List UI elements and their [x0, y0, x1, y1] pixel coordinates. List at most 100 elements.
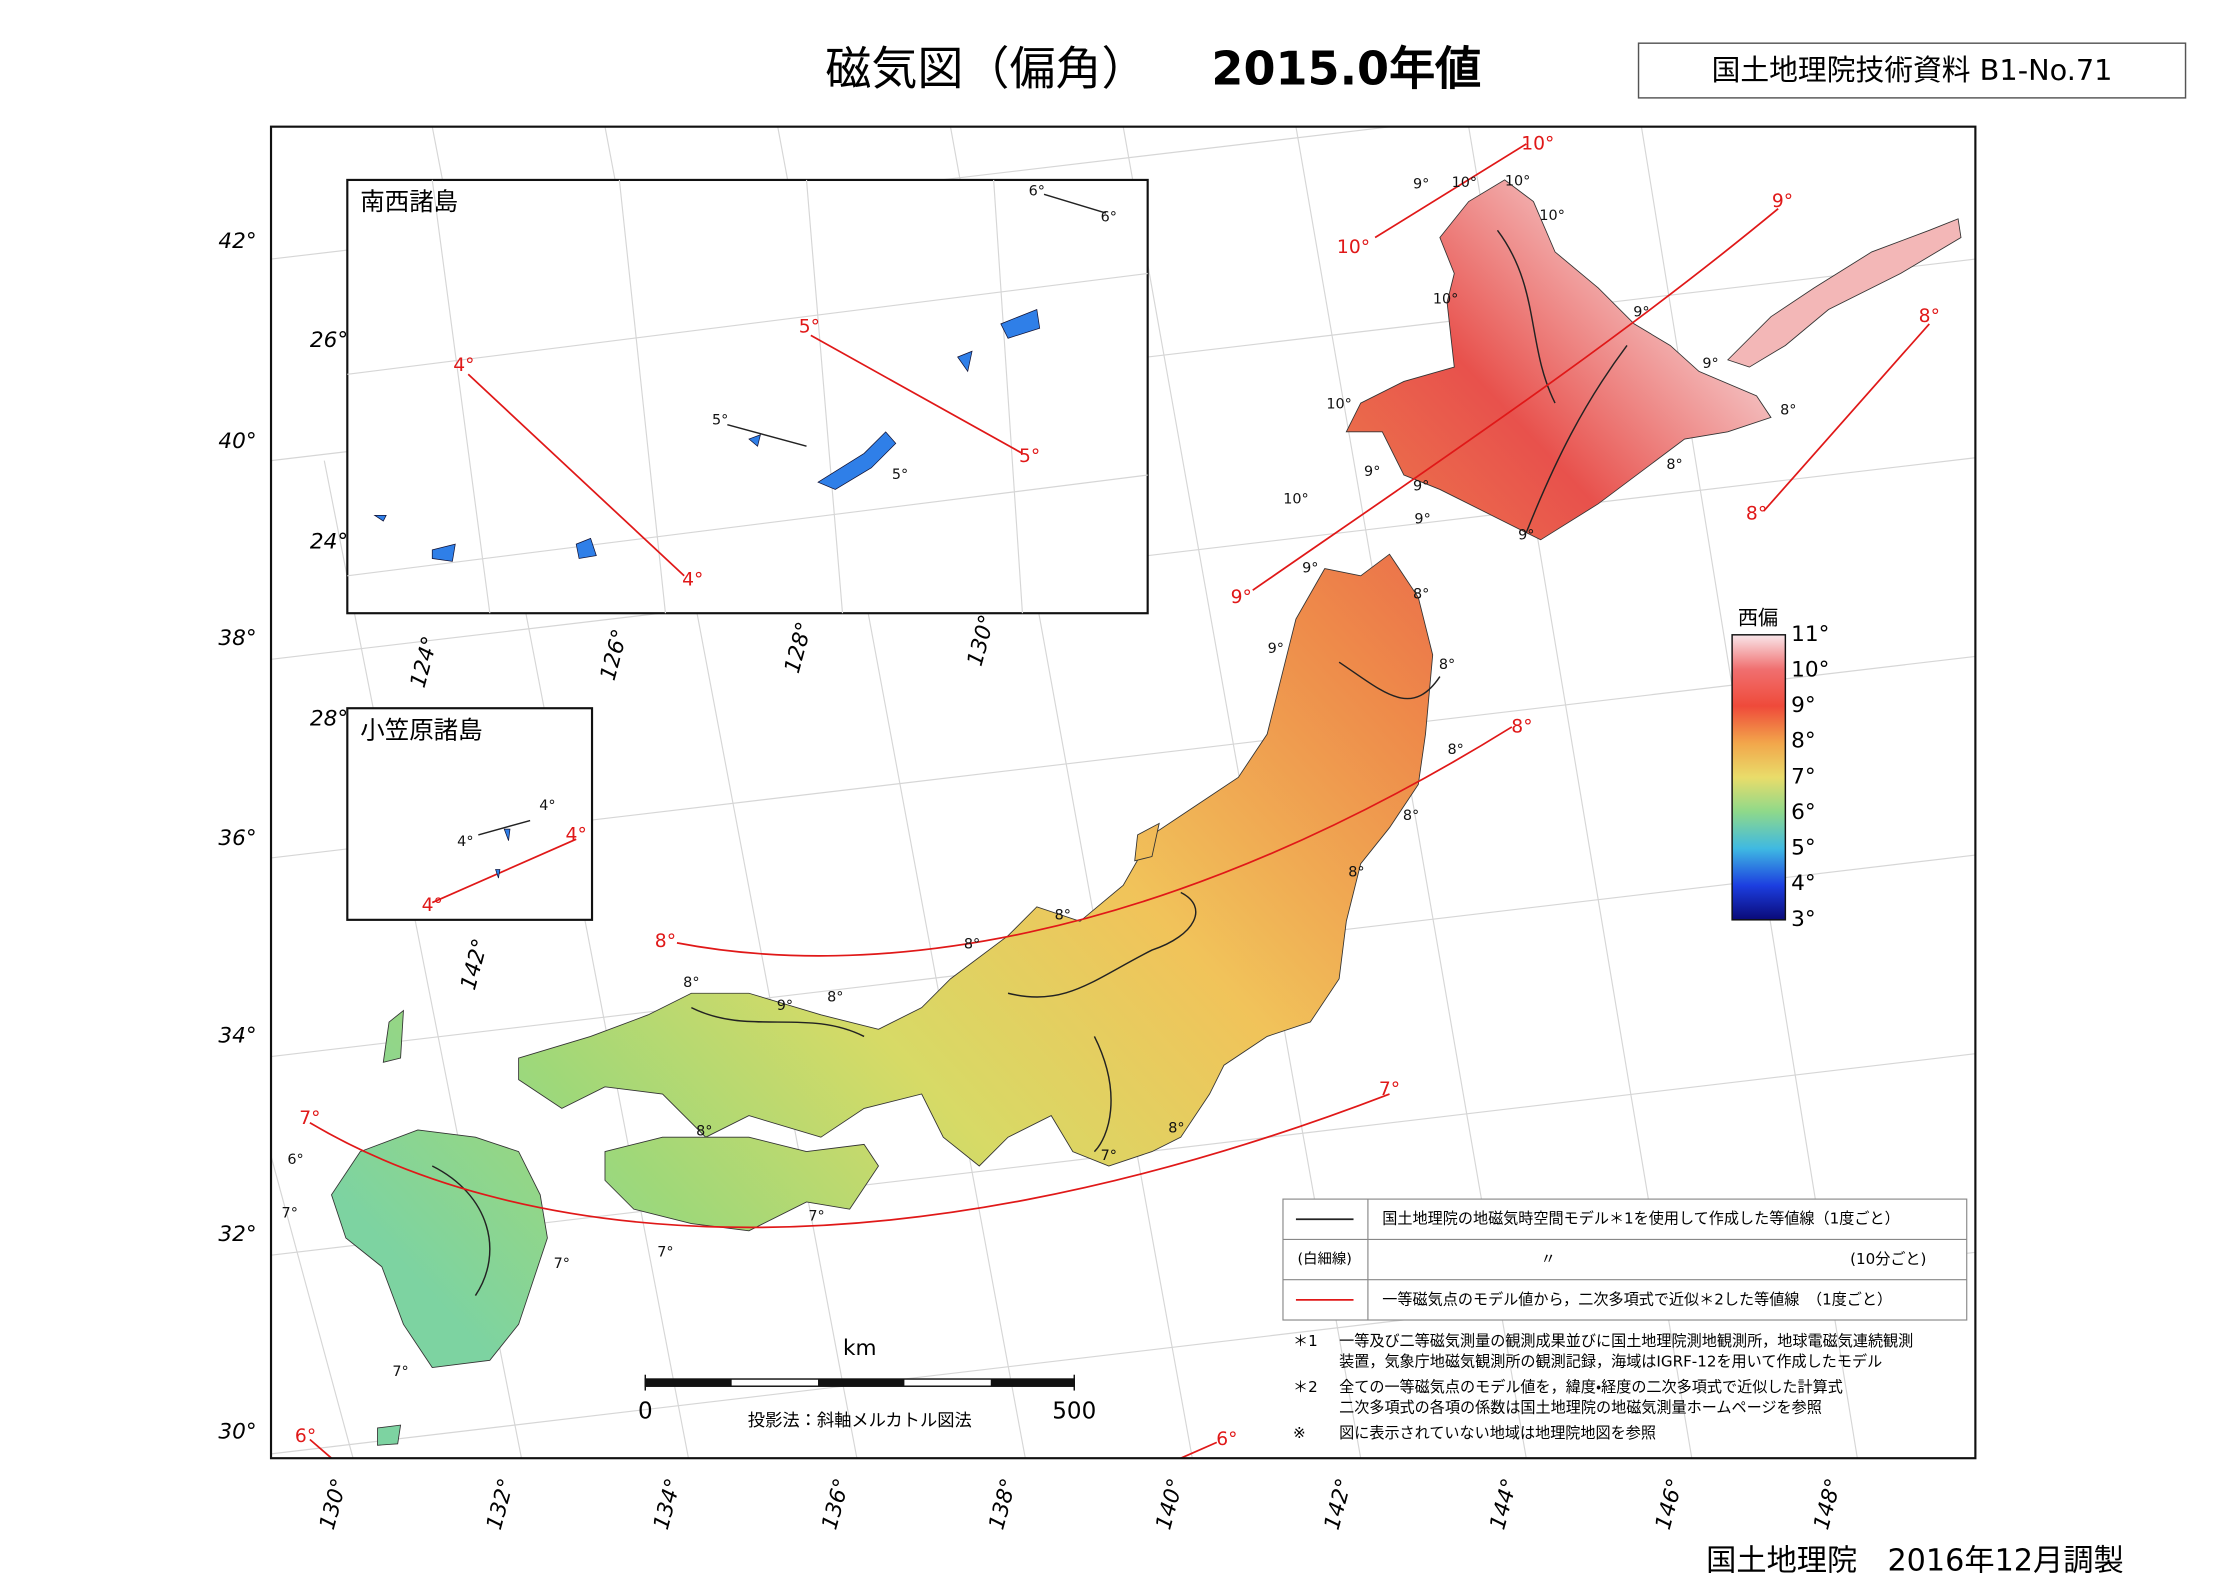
inset-ogasawara [346, 707, 594, 921]
lat-label: 30° [218, 1419, 256, 1444]
contour-label: 8° [1348, 864, 1364, 880]
scale-bar-fill [645, 1379, 1075, 1387]
contour-label: 7° [282, 1205, 298, 1221]
inset-frame [346, 178, 1149, 615]
inset-frame [346, 707, 594, 921]
contour-label: 10° [1539, 208, 1564, 224]
inset-nansei [346, 178, 1149, 615]
footnote-mark: ＊2 [1293, 1378, 1318, 1396]
black-contours [431, 229, 1628, 1296]
lon-label: 140° [1151, 1476, 1189, 1533]
contour-label: 5° [892, 467, 908, 483]
projection: 投影法：斜軸メルカトル図法 [748, 1411, 972, 1431]
contour-label: 9° [1518, 527, 1534, 543]
shikoku [604, 1136, 880, 1232]
sado [1134, 822, 1160, 862]
footnote-mark: ＊1 [1293, 1332, 1318, 1350]
inset-red-contour [431, 838, 577, 904]
contour-label: 5° [712, 412, 728, 428]
legend [1282, 1198, 1968, 1321]
colorbar-label: 10° [1791, 657, 1829, 682]
legend-dividers [1282, 1199, 1967, 1321]
inset-islands [373, 308, 1041, 562]
contour-label-red: 4° [453, 355, 474, 376]
legend-box [1282, 1198, 1968, 1321]
colorbar-label: 5° [1791, 836, 1816, 861]
land [331, 179, 1962, 1446]
lon-label: 148° [1809, 1476, 1847, 1533]
contour-label-red: 10° [1337, 237, 1370, 258]
contour-label: 6° [287, 1152, 303, 1168]
contour-label: 8° [1055, 908, 1071, 924]
colorbar-label: 6° [1791, 800, 1816, 825]
inset-black-contour [478, 819, 531, 836]
contour-label: 9° [1413, 176, 1429, 192]
contour-label-red: 6° [1216, 1429, 1237, 1450]
contour-label: 8° [1403, 808, 1419, 824]
contour-label-red: 9° [1772, 191, 1793, 212]
colorbar-label: 8° [1791, 729, 1816, 754]
contour-label: 7° [392, 1364, 408, 1380]
colorbar [1731, 634, 1787, 921]
yakushima [377, 1424, 402, 1446]
contour-label: 9° [1364, 464, 1380, 480]
legend-text: 〃 [1541, 1250, 1556, 1268]
contour-label: 9° [1633, 304, 1649, 320]
lon-label: 134° [649, 1476, 687, 1533]
contour-label: 8° [1413, 587, 1429, 603]
contour-label: 9° [1413, 479, 1429, 495]
colorbar-title: 西偏 [1738, 605, 1778, 629]
footnote-text: 図に表示されていない地域は地理院地図を参照 [1339, 1424, 1656, 1442]
footnote-mark: ※ [1293, 1424, 1306, 1442]
contour-label-red: 8° [1919, 306, 1940, 327]
lon-label: 138° [984, 1476, 1022, 1533]
contour-label: 4° [539, 798, 555, 814]
footnote-text: 装置，気象庁地磁気観測所の観測記録，海域はIGRF-12を用いて作成したモデル [1339, 1352, 1882, 1370]
lon-label: 130° [315, 1476, 353, 1533]
contour-label: 7° [554, 1256, 570, 1272]
contour-label: 10° [1283, 492, 1308, 508]
lat-label: 34° [218, 1023, 256, 1048]
contour-label: 8° [1439, 657, 1455, 673]
doc-id-box [1637, 42, 2187, 99]
contour-label-red: 7° [299, 1108, 320, 1129]
contour-label: 8° [683, 975, 699, 991]
inset-lat-label: 24° [310, 530, 348, 555]
lon-label: 142° [1320, 1476, 1358, 1533]
red-contours [309, 143, 1930, 1459]
tsushima [382, 1009, 404, 1063]
contour-label-red: 10° [1521, 133, 1554, 154]
contour-label-red: 4° [566, 824, 587, 845]
footnote-text: 一等及び二等磁気測量の観測成果並びに国土地理院測地観測所，地球電磁気連続観測 [1339, 1332, 1913, 1350]
scale-tick-label: 500 [1052, 1399, 1096, 1425]
colorbar-label: 4° [1791, 871, 1816, 896]
contour-label-red: 8° [1511, 716, 1532, 737]
contour-label: 8° [1780, 402, 1796, 418]
contour-label: 10° [1505, 173, 1530, 189]
inset-lat-label: 28° [310, 707, 348, 732]
lat-label: 32° [218, 1222, 256, 1247]
contour-label-red: 5° [1019, 446, 1040, 467]
contour-label: 8° [1666, 457, 1682, 473]
lon-label: 144° [1485, 1476, 1523, 1533]
contour-label-red: 8° [1746, 503, 1767, 524]
doc-id: 国土地理院技術資料 B1-No.71 [1712, 53, 2113, 87]
contour-label: 7° [1101, 1148, 1117, 1164]
contour-label: 9° [1702, 356, 1718, 372]
colorbar-label: 9° [1791, 693, 1816, 718]
inset-islands [495, 828, 511, 879]
inset-black-contours [727, 193, 1107, 447]
contour-label: 10° [1326, 396, 1351, 412]
contour-label: 9° [1414, 512, 1430, 528]
contour-label: 6° [1029, 183, 1045, 199]
legend-key: (白細線) [1298, 1251, 1352, 1268]
lon-label: 146° [1651, 1476, 1689, 1533]
kuril-islands [1726, 218, 1962, 368]
honshu [518, 553, 1434, 1167]
map-border [269, 125, 1977, 1460]
title: 磁気図（偏角） [825, 41, 1147, 95]
inset-title: 小笠原諸島 [360, 715, 482, 744]
